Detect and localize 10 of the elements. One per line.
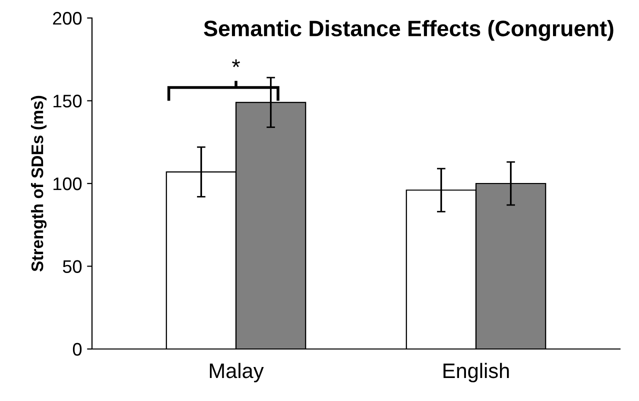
- x-tick-label: English: [444, 362, 509, 382]
- annotation: *: [232, 59, 240, 68]
- y-tick-label: 200: [53, 12, 82, 25]
- y-tick-label: 50: [62, 260, 82, 273]
- y-axis-title: Strength of SDEs (ms): [30, 96, 47, 272]
- y-tick-label: 100: [54, 177, 82, 190]
- y-tick-label: 150: [54, 94, 82, 108]
- chart-title: Semantic Distance Effects (Congruent): [204, 20, 614, 41]
- x-tick-label: Malay: [210, 362, 264, 382]
- y-tick-label: 0: [72, 342, 82, 356]
